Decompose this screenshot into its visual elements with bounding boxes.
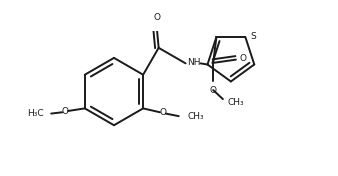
Text: O: O <box>159 108 166 117</box>
Text: O: O <box>153 13 160 22</box>
Text: O: O <box>62 107 69 116</box>
Text: O: O <box>210 86 217 95</box>
Text: S: S <box>250 32 256 41</box>
Text: CH₃: CH₃ <box>227 98 244 107</box>
Text: CH₃: CH₃ <box>187 112 204 121</box>
Text: H₃C: H₃C <box>27 109 43 118</box>
Text: O: O <box>240 55 247 64</box>
Text: NH: NH <box>187 58 200 67</box>
